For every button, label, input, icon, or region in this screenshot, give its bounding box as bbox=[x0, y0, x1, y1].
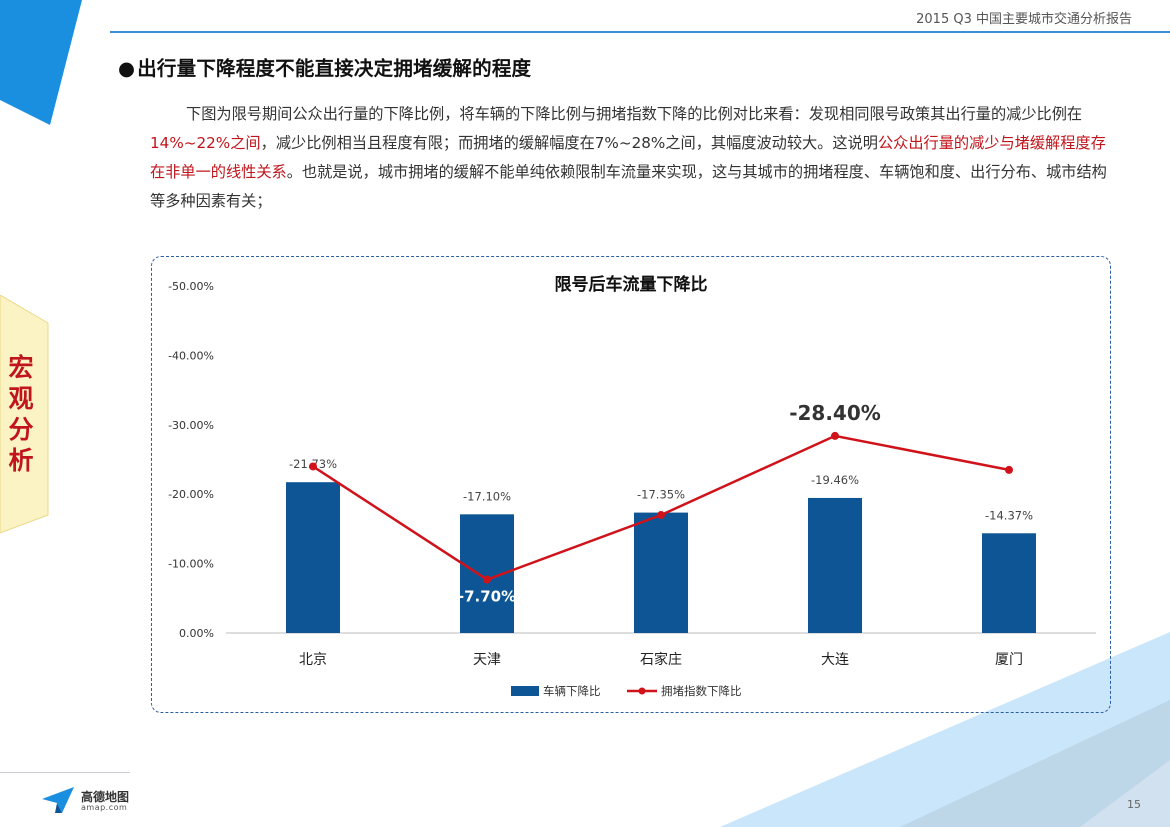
line-point bbox=[831, 431, 839, 440]
body-text-part: 下图为限号期间公众出行量的下降比例，将车辆的下降比例与拥堵指数下降的比例对比来看… bbox=[186, 105, 1083, 123]
line-point bbox=[657, 511, 665, 520]
header-divider bbox=[110, 31, 1170, 33]
line-value-label: -28.40% bbox=[789, 401, 881, 425]
bar-value-label: -14.37% bbox=[985, 508, 1033, 522]
y-tick-label: -40.00% bbox=[168, 349, 214, 362]
bar bbox=[634, 512, 688, 633]
line-point bbox=[309, 462, 317, 471]
logo-url: amap.com bbox=[81, 803, 128, 812]
category-label: 大连 bbox=[821, 652, 849, 668]
bullet-icon: ● bbox=[118, 57, 136, 80]
bar-value-label: -19.46% bbox=[811, 473, 859, 487]
category-label: 石家庄 bbox=[640, 651, 682, 668]
y-tick-label: -20.00% bbox=[168, 488, 214, 501]
category-label: 天津 bbox=[473, 652, 501, 668]
section-heading: ● 出行量下降程度不能直接决定拥堵缓解的程度 bbox=[118, 52, 531, 81]
y-tick-label: -10.00% bbox=[168, 558, 214, 571]
line-value-label: -7.70% bbox=[458, 588, 516, 606]
section-title-text: 出行量下降程度不能直接决定拥堵缓解的程度 bbox=[137, 57, 532, 80]
legend-bar-label: 车辆下降比 bbox=[543, 684, 601, 698]
legend-bar-swatch bbox=[511, 686, 539, 696]
side-tab-shape bbox=[0, 295, 49, 534]
bar bbox=[808, 497, 862, 633]
bar-value-label: -17.35% bbox=[637, 488, 685, 502]
legend-line-marker bbox=[638, 687, 646, 695]
line-point bbox=[483, 575, 491, 584]
footer-divider bbox=[0, 772, 130, 773]
logo-name: 高德地图 bbox=[81, 790, 130, 804]
category-label: 厦门 bbox=[995, 652, 1023, 668]
body-text-part: ，减少比例相当且程度有限；而拥堵的缓解幅度在7%~28%之间，其幅度波动较大。这… bbox=[260, 134, 878, 152]
chart-title: 限号后车流量下降比 bbox=[555, 274, 708, 295]
legend-line-label: 拥堵指数下降比 bbox=[661, 684, 742, 698]
body-text-part: 。也就是说，城市拥堵的缓解不能单纯依赖限制车流量来实现，这与其城市的拥堵程度、车… bbox=[150, 163, 1107, 210]
category-label: 北京 bbox=[299, 652, 327, 668]
y-tick-label: -50.00% bbox=[168, 280, 214, 293]
bar-line-chart: 限号后车流量下降比 0.00% -10.00% -20.00% -30.00% -40.0… bbox=[168, 274, 1096, 698]
amap-logo-icon bbox=[42, 787, 74, 813]
page-number: 15 bbox=[1127, 798, 1141, 811]
y-tick-label: 0.00% bbox=[179, 627, 214, 640]
bar bbox=[286, 482, 340, 633]
y-tick-label: -30.00% bbox=[168, 419, 214, 432]
bar bbox=[982, 533, 1036, 633]
corner-decoration bbox=[0, 0, 82, 125]
line-point bbox=[1005, 465, 1013, 474]
side-tab-label: 宏观分析 bbox=[8, 353, 34, 475]
chart-frame bbox=[151, 256, 1111, 713]
report-title: 2015 Q3 中国主要城市交通分析报告 bbox=[916, 12, 1132, 27]
highlight-range: 14%~22%之间 bbox=[150, 134, 261, 152]
bar-value-label: -17.10% bbox=[463, 489, 511, 503]
highlight-conclusion: 公众出行量的减少与堵缓解程度存在非单一的线性关系 bbox=[150, 134, 1106, 181]
body-paragraph: 下图为限号期间公众出行量的下降比例，将车辆的下降比例与拥堵指数下降的比例对比来看… bbox=[150, 100, 1120, 216]
